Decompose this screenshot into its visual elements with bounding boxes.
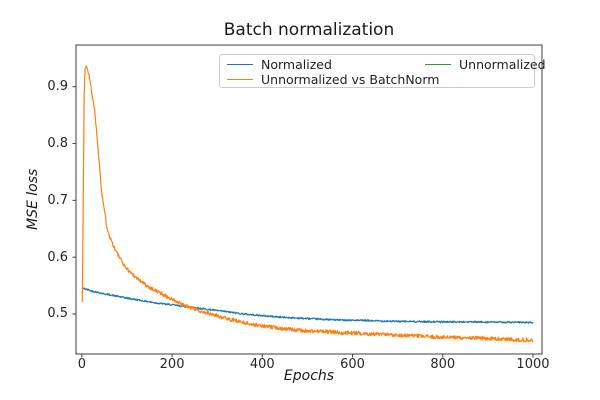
legend-label: Normalized	[261, 57, 332, 72]
y-tick-label: 0.9	[47, 79, 68, 95]
x-tick-label: 200	[159, 357, 185, 372]
x-axis-label: Epochs	[283, 368, 335, 384]
legend-label: Unnormalized	[459, 57, 546, 72]
y-tick-label: 0.8	[47, 136, 68, 152]
plot-spines	[75, 44, 543, 355]
axis-ticks	[72, 86, 534, 358]
legend-item: Unnormalized vs BatchNorm	[227, 72, 439, 87]
y-tick-label: 0.7	[47, 192, 68, 208]
x-tick-label: 0	[77, 357, 86, 372]
series-line-normalized	[81, 287, 534, 324]
x-tick-label: 600	[340, 357, 365, 372]
y-tick-label: 0.5	[47, 306, 68, 322]
legend-item: Normalized	[227, 57, 425, 72]
x-tick-label: 400	[249, 357, 275, 372]
legend-item: Unnormalized	[425, 57, 546, 72]
x-tick-label: 1000	[516, 357, 550, 372]
series-curves	[81, 65, 534, 343]
y-tick-label: 0.6	[47, 249, 68, 265]
x-tick-label: 800	[430, 357, 456, 372]
legend-swatch	[227, 64, 253, 65]
chart-title: Batch normalization	[223, 20, 395, 40]
series-line-unnormalized-vs-batchnorm	[81, 65, 534, 343]
legend-swatch	[227, 79, 253, 80]
legend-label: Unnormalized vs BatchNorm	[261, 72, 440, 87]
legend-swatch	[425, 64, 451, 65]
legend: Normalized Unnormalized vs BatchNorm Unn…	[219, 54, 546, 88]
